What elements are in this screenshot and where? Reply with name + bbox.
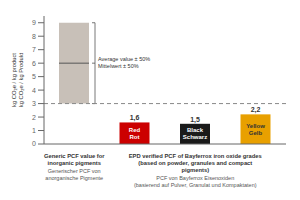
- svg-text:4: 4: [32, 87, 36, 94]
- svg-text:BlackSchwarz: BlackSchwarz: [183, 127, 207, 140]
- svg-text:9: 9: [32, 19, 36, 26]
- svg-text:Generic PCF value for: Generic PCF value for: [44, 153, 105, 159]
- svg-text:inorganic pigments: inorganic pigments: [48, 160, 101, 166]
- svg-text:PCF von Bayferrox Eisenoxiden: PCF von Bayferrox Eisenoxiden: [156, 175, 234, 181]
- svg-text:(basierend auf Pulver, Granula: (basierend auf Pulver, Granulat und Komp…: [134, 182, 257, 188]
- svg-text:kg CO₂e / kg Produkt: kg CO₂e / kg Produkt: [18, 52, 24, 107]
- svg-text:YellowGelb: YellowGelb: [246, 122, 265, 135]
- svg-text:Generischer PCF von: Generischer PCF von: [48, 168, 101, 174]
- svg-text:EPD verified PCF of Bayferrox: EPD verified PCF of Bayferrox iron oxide…: [129, 153, 262, 159]
- svg-text:kg CO₂e / kg product: kg CO₂e / kg product: [11, 53, 17, 107]
- svg-text:1: 1: [32, 127, 36, 134]
- svg-text:Average value ± 50%Mittelwert: Average value ± 50%Mittelwert ± 50%: [98, 56, 150, 69]
- svg-text:RedRot: RedRot: [129, 126, 141, 139]
- svg-text:anorganische Pigmente: anorganische Pigmente: [45, 175, 103, 181]
- svg-text:0: 0: [32, 140, 36, 147]
- svg-text:5: 5: [32, 73, 36, 80]
- svg-text:2: 2: [32, 114, 36, 121]
- svg-text:3: 3: [32, 100, 36, 107]
- svg-text:1,6: 1,6: [130, 114, 140, 122]
- svg-text:(based on powder, granules and: (based on powder, granules and compact: [138, 160, 252, 166]
- svg-text:6: 6: [32, 60, 36, 67]
- svg-text:8: 8: [32, 33, 36, 40]
- svg-text:2,2: 2,2: [251, 106, 261, 114]
- svg-text:pigments): pigments): [181, 167, 209, 173]
- svg-text:1,5: 1,5: [190, 116, 200, 124]
- svg-text:7: 7: [32, 46, 36, 53]
